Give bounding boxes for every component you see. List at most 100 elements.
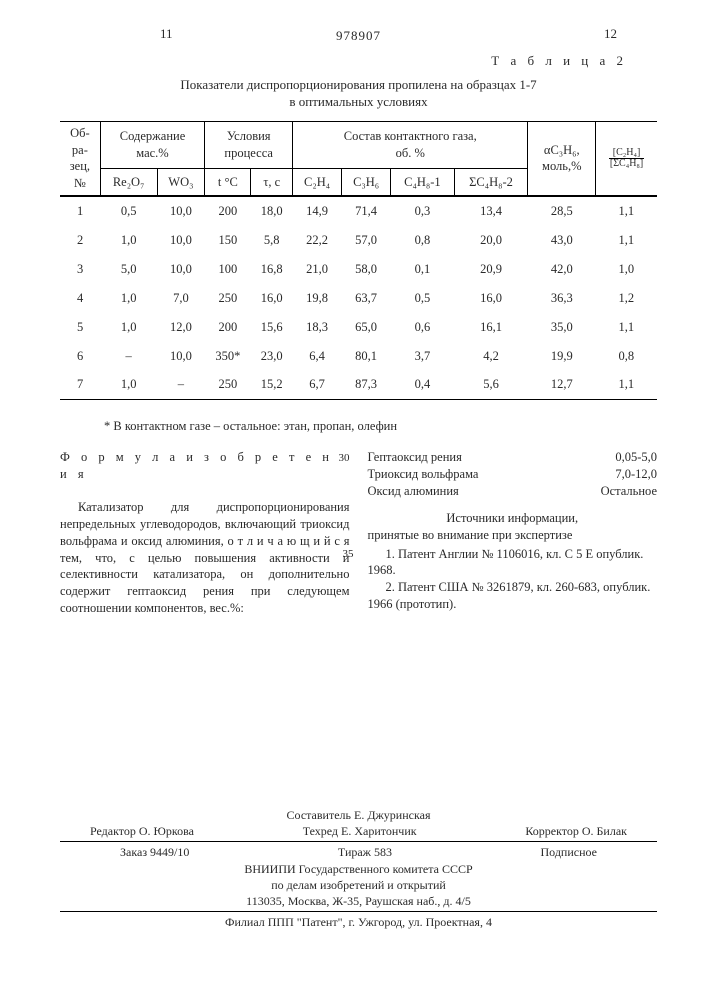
table-cell: 21,0 <box>293 255 342 284</box>
component-value: 0,05-5,0 <box>615 449 657 466</box>
component-value: 7,0-12,0 <box>615 466 657 483</box>
col-re2o7: Re₂O₇ <box>100 168 157 196</box>
col-tc: t °C <box>205 168 251 196</box>
table-cell: 35,0 <box>528 313 596 342</box>
table-cell: 16,0 <box>251 284 293 313</box>
component-name: Оксид алюминия <box>368 483 459 500</box>
table-cell: 1,1 <box>596 313 657 342</box>
table-cell: 7 <box>60 370 100 399</box>
table-cell: 250 <box>205 370 251 399</box>
table-row: 41,07,025016,019,863,70,516,036,31,2 <box>60 284 657 313</box>
table-cell: 200 <box>205 313 251 342</box>
table-cell: 5 <box>60 313 100 342</box>
table-cell: 15,2 <box>251 370 293 399</box>
table-cell: 5,6 <box>454 370 528 399</box>
table-cell: 0,8 <box>596 342 657 371</box>
table-cell: 6 <box>60 342 100 371</box>
table-cell: 22,2 <box>293 226 342 255</box>
table-cell: – <box>100 342 157 371</box>
table-cell: 0,5 <box>100 197 157 226</box>
editor: Редактор О. Юркова <box>90 823 194 839</box>
table-cell: 10,0 <box>157 342 205 371</box>
compiler: Составитель Е. Джуринская <box>60 807 657 823</box>
table-cell: 16,8 <box>251 255 293 284</box>
col-alpha: αC₃H₆, моль,% <box>528 121 596 196</box>
col-gas: Состав контактного газа, об. % <box>293 121 528 168</box>
table-cell: 1,0 <box>100 313 157 342</box>
table-cell: – <box>157 370 205 399</box>
table-row: 71,0–25015,26,787,30,45,612,71,1 <box>60 370 657 399</box>
table-cell: 0,1 <box>391 255 455 284</box>
table-cell: 10,0 <box>157 255 205 284</box>
table-cell: 80,1 <box>342 342 391 371</box>
data-table: Об- ра- зец, № Содержание мас.% Условия … <box>60 121 657 401</box>
corrector: Корректор О. Билак <box>525 823 627 839</box>
org2: по делам изобретений и открытий <box>60 877 657 893</box>
order: Заказ 9449/10 <box>120 844 189 860</box>
table-cell: 14,9 <box>293 197 342 226</box>
table-cell: 0,6 <box>391 313 455 342</box>
table-cell: 12,7 <box>528 370 596 399</box>
table-cell: 0,5 <box>391 284 455 313</box>
margin-30: 30 <box>339 451 350 466</box>
table-cell: 0,3 <box>391 197 455 226</box>
table-cell: 2 <box>60 226 100 255</box>
col-c4h8-1: C₄H₈-1 <box>391 168 455 196</box>
table-cell: 10,0 <box>157 226 205 255</box>
table-cell: 58,0 <box>342 255 391 284</box>
table-cell: 87,3 <box>342 370 391 399</box>
table-row: 6–10,0350*23,06,480,13,74,219,90,8 <box>60 342 657 371</box>
page-left: 11 <box>160 25 173 43</box>
table-cell: 4 <box>60 284 100 313</box>
table-cell: 19,8 <box>293 284 342 313</box>
table-cell: 18,0 <box>251 197 293 226</box>
footnote: * В контактном газе – остальное: этан, п… <box>104 418 657 435</box>
table-cell: 1,0 <box>100 370 157 399</box>
table-cell: 20,0 <box>454 226 528 255</box>
col-wo3: WO₃ <box>157 168 205 196</box>
table-cell: 6,4 <box>293 342 342 371</box>
table-cell: 28,5 <box>528 197 596 226</box>
table-title: Показатели диспропорционирования пропиле… <box>60 76 657 111</box>
table-cell: 150 <box>205 226 251 255</box>
col-tau: τ, с <box>251 168 293 196</box>
table-cell: 200 <box>205 197 251 226</box>
component-row: Гептаоксид рения0,05-5,0 <box>368 449 658 466</box>
table-cell: 36,3 <box>528 284 596 313</box>
table-cell: 250 <box>205 284 251 313</box>
table-cell: 10,0 <box>157 197 205 226</box>
col-c3h6: C₃H₆ <box>342 168 391 196</box>
table-cell: 1 <box>60 197 100 226</box>
table-cell: 1,0 <box>100 284 157 313</box>
table-row: 10,510,020018,014,971,40,313,428,51,1 <box>60 197 657 226</box>
table-cell: 1,0 <box>100 226 157 255</box>
table-row: 51,012,020015,618,365,00,616,135,01,1 <box>60 313 657 342</box>
col-conditions: Условия процесса <box>205 121 293 168</box>
table-cell: 43,0 <box>528 226 596 255</box>
col-sample: Об- ра- зец, № <box>60 121 100 196</box>
margin-35: 35 <box>343 547 354 562</box>
table-cell: 20,9 <box>454 255 528 284</box>
source-1: 1. Патент Англии № 1106016, кл. С 5 Е оп… <box>368 546 658 580</box>
table-cell: 7,0 <box>157 284 205 313</box>
table-cell: 1,2 <box>596 284 657 313</box>
table-cell: 15,6 <box>251 313 293 342</box>
addr1: 113035, Москва, Ж-35, Раушская наб., д. … <box>60 893 657 909</box>
table-cell: 4,2 <box>454 342 528 371</box>
table-cell: 16,0 <box>454 284 528 313</box>
table-cell: 42,0 <box>528 255 596 284</box>
table-cell: 13,4 <box>454 197 528 226</box>
table-cell: 1,1 <box>596 197 657 226</box>
col-ratio: [C₂H₄][ΣC₄H₈] <box>596 121 657 196</box>
table-cell: 5,0 <box>100 255 157 284</box>
table-cell: 6,7 <box>293 370 342 399</box>
col-c2h4: C₂H₄ <box>293 168 342 196</box>
table-cell: 1,1 <box>596 226 657 255</box>
table-row: 35,010,010016,821,058,00,120,942,01,0 <box>60 255 657 284</box>
components-list: Гептаоксид рения0,05-5,0Триоксид вольфра… <box>368 449 658 500</box>
table-cell: 65,0 <box>342 313 391 342</box>
claim-text: Катализатор для диспропорционирования не… <box>60 499 350 617</box>
footer: Составитель Е. Джуринская Редактор О. Юр… <box>60 807 657 930</box>
table-cell: 1,1 <box>596 370 657 399</box>
component-value: Остальное <box>601 483 657 500</box>
